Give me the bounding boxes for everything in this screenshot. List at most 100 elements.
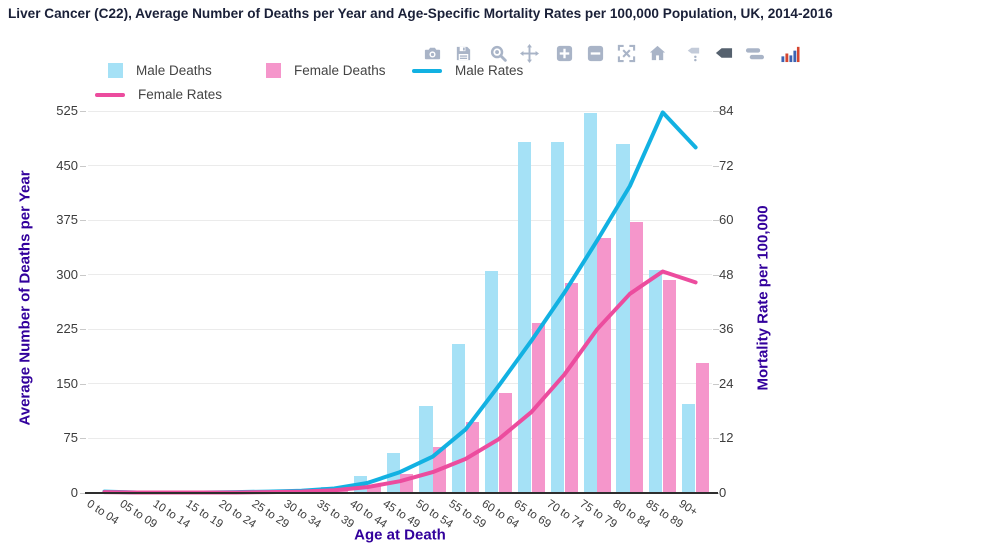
modebar-group-axes xyxy=(555,44,667,63)
bar-male-deaths-75-to-79[interactable] xyxy=(583,113,597,493)
y-right-tick-label: 36 xyxy=(719,321,734,337)
bar-female-deaths-50-to-54[interactable] xyxy=(433,447,447,493)
y-left-tick-label: 75 xyxy=(63,430,78,446)
legend-item-male-deaths[interactable]: Male Deaths xyxy=(108,63,212,78)
bar-male-deaths-40-to-44[interactable] xyxy=(353,475,367,493)
legend-label-female-rates: Female Rates xyxy=(138,87,223,102)
legend-label-male-rates: Male Rates xyxy=(455,63,524,78)
gridline xyxy=(88,110,712,112)
compare-data-on-hover-icon-glyph xyxy=(715,48,733,58)
bar-male-deaths-85-to-89[interactable] xyxy=(649,270,663,493)
camera-icon-glyph xyxy=(424,47,441,60)
y-right-tick-label: 0 xyxy=(719,485,727,500)
toggle-spike-lines-icon-glyph xyxy=(745,48,764,60)
show-closest-on-hover-icon-glyph xyxy=(687,47,700,62)
y-right-tick-label: 24 xyxy=(719,375,734,391)
show-closest-on-hover-icon[interactable] xyxy=(683,44,702,63)
x-axis-line xyxy=(85,492,718,494)
bar-female-deaths-65-to-69[interactable] xyxy=(531,323,545,493)
modebar xyxy=(423,44,815,63)
y-right-tick-mark xyxy=(713,383,719,385)
zoom-out-icon[interactable] xyxy=(586,44,605,63)
y-right-tick-label: 60 xyxy=(719,212,734,228)
y-right-tick-label: 84 xyxy=(719,103,734,118)
legend-label-female-deaths: Female Deaths xyxy=(294,63,386,78)
y-left-tick-mark xyxy=(80,111,86,112)
y-left-tick-label: 450 xyxy=(56,157,78,173)
bar-female-deaths-45-to-49[interactable] xyxy=(400,474,414,493)
bar-female-deaths-70-to-74[interactable] xyxy=(564,283,578,493)
y-right-tick-label: 72 xyxy=(719,157,734,173)
zoom-in-icon-glyph xyxy=(556,45,573,62)
plotly-logo-icon-glyph xyxy=(781,46,800,63)
zoom-icon-glyph xyxy=(490,45,507,62)
y-left-tick-label: 225 xyxy=(56,321,78,337)
x-axis-title: Age at Death xyxy=(354,526,446,544)
y-right-tick-mark xyxy=(713,438,719,440)
home-icon-glyph xyxy=(649,45,666,61)
y-right-tick-mark xyxy=(713,274,719,276)
y-left-tick-mark xyxy=(80,220,86,222)
bar-female-deaths-80-to-84[interactable] xyxy=(630,221,644,493)
bar-male-deaths-90-[interactable] xyxy=(682,403,696,493)
modebar-group-logo xyxy=(780,44,800,63)
y-left-tick-label: 525 xyxy=(56,103,78,118)
home-icon[interactable] xyxy=(648,44,667,63)
y-left-tick-label: 375 xyxy=(56,212,78,228)
bar-female-deaths-85-to-89[interactable] xyxy=(663,279,677,493)
bar-male-deaths-55-to-59[interactable] xyxy=(452,343,466,493)
y-right-tick-mark xyxy=(713,220,719,222)
female-deaths-swatch xyxy=(266,63,281,78)
modebar-group-zoom-pan xyxy=(489,44,539,63)
y-left-tick-mark xyxy=(80,383,86,385)
y-right-tick-mark xyxy=(713,165,719,167)
autoscale-icon[interactable] xyxy=(617,44,636,63)
modebar-group-export xyxy=(423,44,473,63)
bar-male-deaths-50-to-54[interactable] xyxy=(419,405,433,493)
y-left-tick-mark xyxy=(80,438,86,440)
pan-icon[interactable] xyxy=(520,44,539,63)
bar-male-deaths-80-to-84[interactable] xyxy=(616,143,630,493)
legend-item-male-rates[interactable]: Male Rates xyxy=(412,63,523,78)
bar-female-deaths-60-to-64[interactable] xyxy=(498,392,512,493)
legend-item-female-deaths[interactable]: Female Deaths xyxy=(266,63,386,78)
pan-icon-glyph xyxy=(520,44,539,63)
y-left-tick-label: 300 xyxy=(56,266,78,282)
y-left-tick-mark xyxy=(80,329,86,331)
toggle-spike-lines-icon[interactable] xyxy=(745,44,764,63)
bar-male-deaths-60-to-64[interactable] xyxy=(485,271,499,493)
camera-icon[interactable] xyxy=(423,44,442,63)
bar-female-deaths-90-[interactable] xyxy=(695,362,710,493)
y-left-tick-mark xyxy=(80,274,86,276)
y-right-tick-label: 12 xyxy=(719,430,734,446)
x-tick-label-90-: 90+ xyxy=(676,498,699,519)
zoom-in-icon[interactable] xyxy=(555,44,574,63)
y-left-tick-label: 150 xyxy=(56,375,78,391)
autoscale-icon-glyph xyxy=(617,44,636,63)
male-deaths-swatch xyxy=(108,63,123,78)
y-right-tick-mark xyxy=(713,329,719,331)
bar-male-deaths-65-to-69[interactable] xyxy=(517,141,532,493)
legend-item-female-rates[interactable]: Female Rates xyxy=(95,87,222,102)
y-left-tick-label: 0 xyxy=(70,485,78,500)
legend-label-male-deaths: Male Deaths xyxy=(136,63,212,78)
zoom-icon[interactable] xyxy=(489,44,508,63)
save-icon[interactable] xyxy=(454,44,473,63)
y-left-tick-mark xyxy=(80,165,86,167)
zoom-out-icon-glyph xyxy=(587,45,604,62)
y-left-tick-mark xyxy=(80,493,86,494)
y-right-tick-label: 48 xyxy=(719,266,734,282)
save-icon-glyph xyxy=(456,46,471,61)
bar-male-deaths-70-to-74[interactable] xyxy=(550,141,564,493)
bar-male-deaths-45-to-49[interactable] xyxy=(386,452,400,493)
x-tick-label-0-to-04: 0 to 04 xyxy=(84,498,121,528)
modebar-group-hover xyxy=(683,44,764,63)
compare-data-on-hover-icon[interactable] xyxy=(714,44,733,63)
male-rates-line-swatch xyxy=(412,68,442,73)
female-rates-line-swatch xyxy=(95,92,125,97)
bar-female-deaths-55-to-59[interactable] xyxy=(466,422,480,493)
bar-female-deaths-75-to-79[interactable] xyxy=(597,238,611,493)
y-right-tick-mark xyxy=(713,111,719,112)
plotly-logo-icon[interactable] xyxy=(780,44,800,63)
